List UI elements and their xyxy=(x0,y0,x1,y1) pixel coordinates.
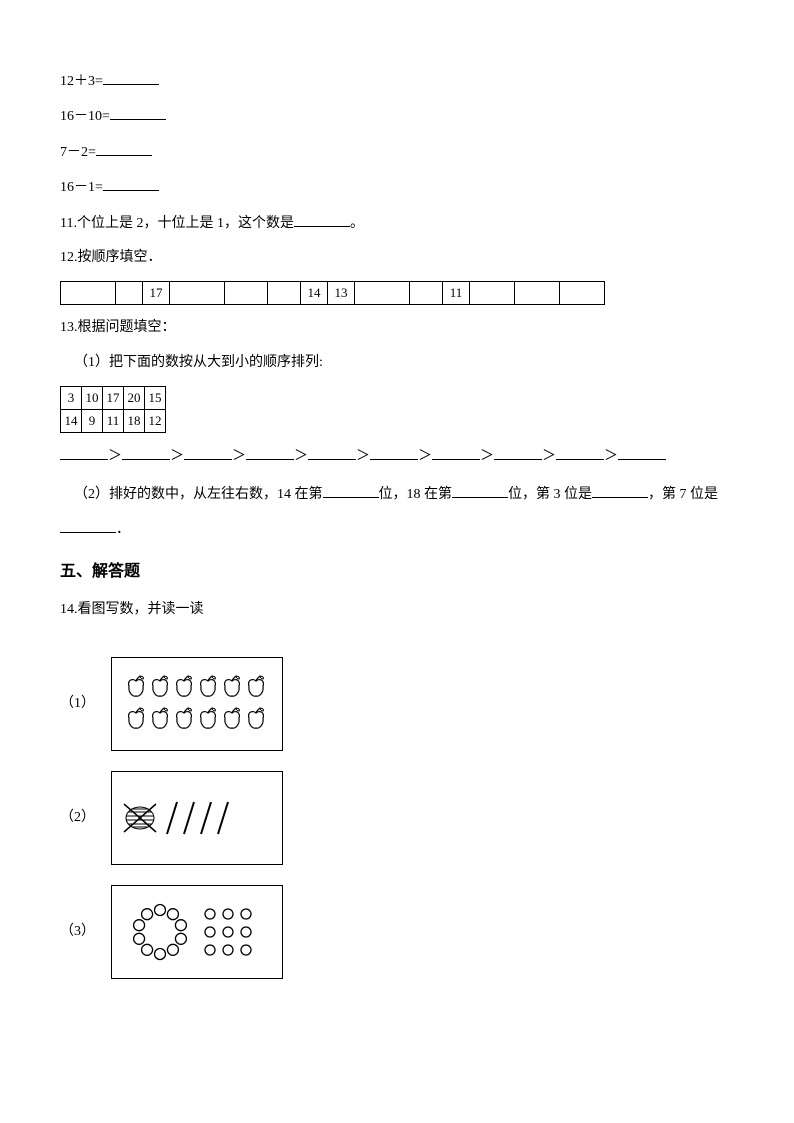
figure-box-sticks xyxy=(111,771,283,865)
figure-row-2: （2） xyxy=(60,771,734,865)
number-cell: 11 xyxy=(103,410,124,433)
q11-text: 11.个位上是 2，十位上是 1，这个数是 xyxy=(60,216,294,231)
sequence-cell[interactable] xyxy=(470,282,515,305)
answer-blank[interactable] xyxy=(323,483,379,498)
equation-line: 12＋3= xyxy=(60,70,734,93)
equation-lhs: 7－2= xyxy=(60,145,96,160)
number-cell: 3 xyxy=(61,387,82,410)
sequence-cell[interactable] xyxy=(61,282,116,305)
question-13-prompt: 13.根据问题填空： xyxy=(60,317,734,339)
number-cell: 18 xyxy=(124,410,145,433)
equation-line: 16－1= xyxy=(60,176,734,199)
answer-blank[interactable] xyxy=(556,445,604,460)
q13-text: 位，18 在第 xyxy=(379,487,453,502)
sequence-cell[interactable] xyxy=(268,282,301,305)
sticks-icon xyxy=(112,772,282,864)
figure-box-circles xyxy=(111,885,283,979)
equation-lhs: 12＋3= xyxy=(60,74,103,89)
q13-text: （2）排好的数中，从左往右数，14 在第 xyxy=(74,487,323,502)
q13-text: 位，第 3 位是 xyxy=(508,487,592,502)
q13-sub1: （1）把下面的数按从大到小的顺序排列: xyxy=(74,352,734,374)
equation-lhs: 16－1= xyxy=(60,180,103,195)
gt-symbol: ＞ xyxy=(232,449,246,464)
number-cell: 12 xyxy=(145,410,166,433)
question-14-prompt: 14.看图写数，并读一读 xyxy=(60,599,734,621)
q13-text: ． xyxy=(116,522,130,537)
sequence-cell: 14 xyxy=(301,282,328,305)
gt-symbol: ＞ xyxy=(418,449,432,464)
question-11: 11.个位上是 2，十位上是 1，这个数是 。 xyxy=(60,212,734,235)
figure-box-apples xyxy=(111,657,283,751)
equation-lhs: 16－10= xyxy=(60,109,110,124)
number-cell: 17 xyxy=(103,387,124,410)
gt-symbol: ＞ xyxy=(604,449,618,464)
answer-blank[interactable] xyxy=(60,518,116,533)
answer-blank[interactable] xyxy=(103,70,159,85)
sequence-table: 17 1413 11 xyxy=(60,281,605,305)
sequence-cell[interactable] xyxy=(355,282,410,305)
answer-blank[interactable] xyxy=(103,176,159,191)
answer-blank[interactable] xyxy=(592,483,648,498)
numbers-table: 310172015 149111812 xyxy=(60,386,166,433)
sequence-cell[interactable] xyxy=(515,282,560,305)
fig-label-2: （2） xyxy=(60,807,95,829)
apples-icon xyxy=(112,658,282,750)
answer-blank[interactable] xyxy=(246,445,294,460)
number-cell: 9 xyxy=(82,410,103,433)
sequence-cell[interactable] xyxy=(560,282,605,305)
gt-symbol: ＞ xyxy=(108,449,122,464)
answer-blank[interactable] xyxy=(110,105,166,120)
number-cell: 20 xyxy=(124,387,145,410)
sequence-cell[interactable] xyxy=(116,282,143,305)
equation-line: 16－10= xyxy=(60,105,734,128)
answer-blank[interactable] xyxy=(184,445,232,460)
gt-symbol: ＞ xyxy=(480,449,494,464)
answer-blank[interactable] xyxy=(370,445,418,460)
sequence-cell: 13 xyxy=(328,282,355,305)
question-12-prompt: 12.按顺序填空． xyxy=(60,247,734,269)
gt-symbol: ＞ xyxy=(170,449,184,464)
number-cell: 15 xyxy=(145,387,166,410)
sequence-cell: 17 xyxy=(143,282,170,305)
q13-sub2: （2）排好的数中，从左往右数，14 在第 位，18 在第 位，第 3 位是 ，第 7 … xyxy=(74,483,734,506)
answer-blank[interactable] xyxy=(432,445,480,460)
circles-icon xyxy=(112,886,282,978)
fig-label-3: （3） xyxy=(60,921,95,943)
q13-text: ，第 7 位是 xyxy=(648,487,718,502)
number-cell: 10 xyxy=(82,387,103,410)
equation-line: 7－2= xyxy=(60,141,734,164)
answer-blank[interactable] xyxy=(294,212,350,227)
figure-row-1: （1） xyxy=(60,657,734,751)
answer-blank[interactable] xyxy=(308,445,356,460)
sequence-cell[interactable] xyxy=(225,282,268,305)
gt-symbol: ＞ xyxy=(294,449,308,464)
number-cell: 14 xyxy=(61,410,82,433)
sequence-cell: 11 xyxy=(443,282,470,305)
sequence-cell[interactable] xyxy=(410,282,443,305)
answer-blank[interactable] xyxy=(618,445,666,460)
answer-blank[interactable] xyxy=(122,445,170,460)
answer-blank[interactable] xyxy=(60,445,108,460)
answer-blank[interactable] xyxy=(452,483,508,498)
gt-symbol: ＞ xyxy=(356,449,370,464)
gt-symbol: ＞ xyxy=(542,449,556,464)
q11-suffix: 。 xyxy=(350,216,364,231)
section-5-title: 五、解答题 xyxy=(60,559,734,585)
q13-sub2-cont: ． xyxy=(60,518,734,541)
fig-label-1: （1） xyxy=(60,693,95,715)
sequence-cell[interactable] xyxy=(170,282,225,305)
figure-row-3: （3） xyxy=(60,885,734,979)
ordering-blanks: ＞ ＞ ＞ ＞ ＞ ＞ ＞ ＞ ＞ xyxy=(60,445,734,468)
answer-blank[interactable] xyxy=(96,141,152,156)
answer-blank[interactable] xyxy=(494,445,542,460)
